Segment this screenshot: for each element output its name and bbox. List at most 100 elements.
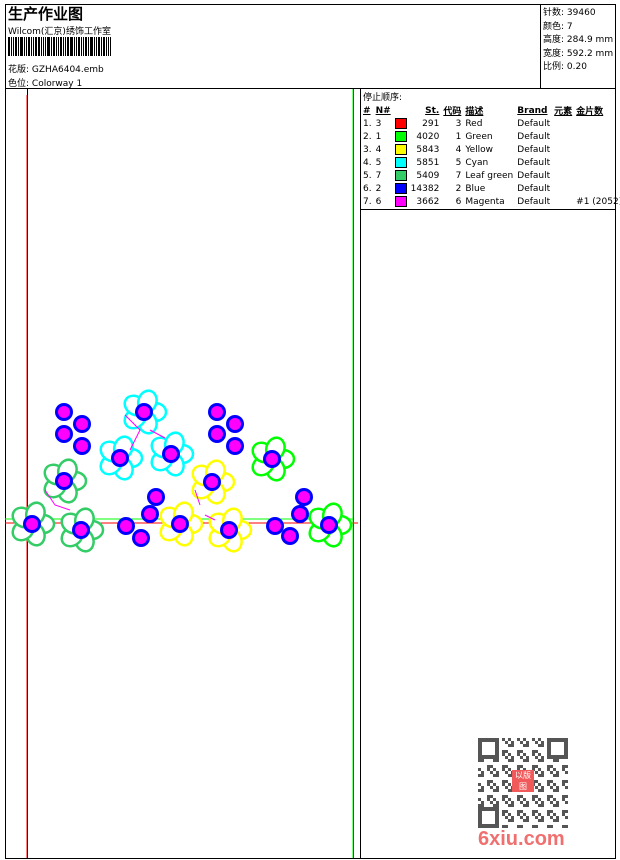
watermark-logo: 6xiu.com <box>478 828 565 850</box>
small-flower-center <box>58 406 70 418</box>
stat-value: 284.9 mm <box>566 35 614 45</box>
table-row: 5. 7 5409 7 Leaf green Default <box>361 169 620 182</box>
small-flower-center <box>269 520 281 532</box>
table-row: 3. 4 5843 4 Yellow Default <box>361 143 620 156</box>
stop-sequence-title: 停止顺序: <box>363 93 403 103</box>
sequin-count <box>574 182 620 195</box>
stat-label: 宽度: <box>543 48 565 59</box>
table-row: 6. 2 14382 2 Blue Default <box>361 182 620 195</box>
stitches: 14382 <box>410 183 440 194</box>
column-header: Brand <box>517 105 548 116</box>
column-header: St. <box>425 105 440 116</box>
sequin-count <box>574 130 620 143</box>
page-title: 生产作业图 <box>8 5 84 23</box>
color-swatch <box>393 156 409 169</box>
small-flower-center <box>135 532 147 544</box>
stat-label: 颜色: <box>543 21 565 32</box>
small-flower-center <box>76 440 88 452</box>
brand: Default <box>517 157 551 168</box>
stop-sequence-panel: 停止顺序: # N# St. 代码 描述 Brand 元素 金片数 1. 3 291 3 Red Defa… <box>361 89 620 210</box>
brand: Default <box>517 131 551 142</box>
column-header: N# <box>375 105 391 116</box>
stat-label: 比例: <box>543 62 565 72</box>
code: 6 <box>455 196 462 207</box>
row-index: 2. <box>363 131 372 142</box>
color-swatch <box>393 143 409 156</box>
colorway: 色位: Colorway 1 <box>8 76 82 89</box>
needle: 3 <box>375 118 382 129</box>
small-flower-center <box>211 428 223 440</box>
table-row: 4. 5 5851 5 Cyan Default <box>361 156 620 169</box>
code: 5 <box>455 157 462 168</box>
description: Green <box>465 131 493 142</box>
small-flower-center <box>75 524 87 536</box>
code: 3 <box>455 118 462 129</box>
panel-divider <box>360 89 361 859</box>
small-flower-center <box>294 508 306 520</box>
stitches: 4020 <box>416 131 440 142</box>
small-flower-center <box>165 448 177 460</box>
stat-value: 39460 <box>566 8 596 18</box>
stat-value: 7 <box>566 21 573 32</box>
column-header: 金片数 <box>576 107 604 117</box>
sequin-count <box>574 169 620 182</box>
row-index: 3. <box>363 144 372 155</box>
stat-label: 高度: <box>543 35 565 45</box>
table-row: 1. 3 291 3 Red Default <box>361 117 620 130</box>
stitches: 5409 <box>416 170 440 181</box>
color-swatch <box>393 130 409 143</box>
stat-0: 针数: 39460 <box>543 5 596 18</box>
row-index: 7. <box>363 196 372 207</box>
column-header: 元素 <box>554 107 573 117</box>
color-swatch <box>393 195 409 208</box>
company-name: Wilcom(汇京)绣饰工作室 <box>8 27 111 37</box>
color-swatch <box>393 117 409 130</box>
brand: Default <box>517 170 551 181</box>
stop-sequence-table: # N# St. 代码 描述 Brand 元素 金片数 1. 3 291 3 Red Default 2. 1… <box>361 104 620 208</box>
table-row: 2. 1 4020 1 Green Default <box>361 130 620 143</box>
code: 1 <box>455 131 462 142</box>
description: Yellow <box>465 144 494 155</box>
color-swatch <box>393 169 409 182</box>
sequin-count: #1 (2052) <box>576 196 620 207</box>
small-flower-center <box>138 406 150 418</box>
stats-frame <box>540 4 616 89</box>
small-flower-center <box>229 440 241 452</box>
stitches: 3662 <box>416 196 440 207</box>
small-flower-center <box>58 428 70 440</box>
needle: 1 <box>375 131 382 142</box>
row-index: 5. <box>363 170 372 181</box>
small-flower-center <box>144 508 156 520</box>
small-flower-center <box>114 452 126 464</box>
row-index: 6. <box>363 183 372 194</box>
embroidery-design-preview <box>5 89 358 858</box>
sequin-count <box>574 143 620 156</box>
brand: Default <box>517 196 551 207</box>
small-flower-center <box>150 491 162 503</box>
column-header: # <box>363 105 371 116</box>
needle: 7 <box>375 170 382 181</box>
brand: Default <box>517 144 551 155</box>
element <box>552 195 574 208</box>
connector-stitch <box>44 414 216 521</box>
stitches: 5851 <box>416 157 440 168</box>
element <box>552 182 574 195</box>
design-value: GZHA6404.emb <box>31 65 104 75</box>
element <box>552 169 574 182</box>
stitches: 5843 <box>416 144 440 155</box>
sequin-count <box>574 117 620 130</box>
needle: 4 <box>375 144 382 155</box>
small-flower-center <box>120 520 132 532</box>
column-header <box>393 104 409 117</box>
description: Cyan <box>465 157 489 168</box>
code: 7 <box>455 170 462 181</box>
row-index: 1. <box>363 118 372 129</box>
needle: 5 <box>375 157 382 168</box>
description: Red <box>465 118 483 129</box>
small-flower-center <box>229 418 241 430</box>
stat-value: 0.20 <box>566 62 587 72</box>
stat-1: 颜色: 7 <box>543 19 573 32</box>
small-flower-center <box>26 518 38 530</box>
description: Blue <box>465 183 486 194</box>
